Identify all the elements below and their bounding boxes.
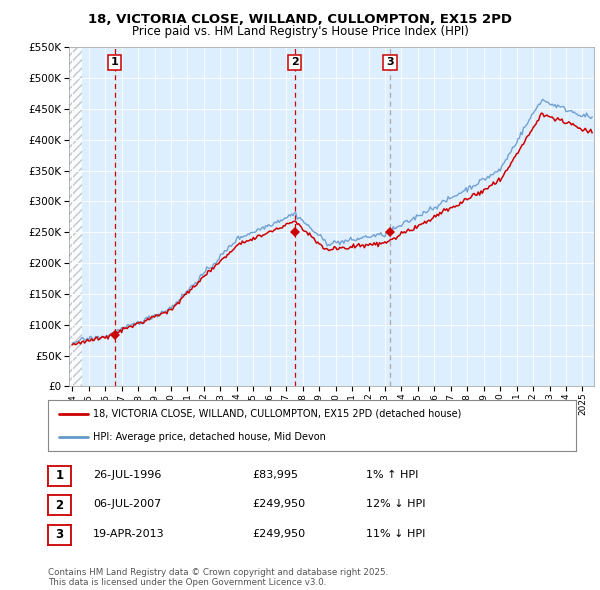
- Text: 2: 2: [291, 57, 299, 67]
- Text: 18, VICTORIA CLOSE, WILLAND, CULLOMPTON, EX15 2PD (detached house): 18, VICTORIA CLOSE, WILLAND, CULLOMPTON,…: [93, 409, 461, 419]
- Text: 11% ↓ HPI: 11% ↓ HPI: [366, 529, 425, 539]
- Text: 19-APR-2013: 19-APR-2013: [93, 529, 164, 539]
- Text: 3: 3: [386, 57, 394, 67]
- Text: 1% ↑ HPI: 1% ↑ HPI: [366, 470, 418, 480]
- Text: 06-JUL-2007: 06-JUL-2007: [93, 500, 161, 509]
- Text: 1: 1: [111, 57, 118, 67]
- Text: £83,995: £83,995: [252, 470, 298, 480]
- Text: 3: 3: [55, 528, 64, 541]
- Text: 2: 2: [55, 499, 64, 512]
- Text: HPI: Average price, detached house, Mid Devon: HPI: Average price, detached house, Mid …: [93, 432, 326, 442]
- Text: 26-JUL-1996: 26-JUL-1996: [93, 470, 161, 480]
- Text: £249,950: £249,950: [252, 500, 305, 509]
- Text: Price paid vs. HM Land Registry's House Price Index (HPI): Price paid vs. HM Land Registry's House …: [131, 25, 469, 38]
- Text: 1: 1: [55, 469, 64, 482]
- Text: 12% ↓ HPI: 12% ↓ HPI: [366, 500, 425, 509]
- Text: £249,950: £249,950: [252, 529, 305, 539]
- Text: 18, VICTORIA CLOSE, WILLAND, CULLOMPTON, EX15 2PD: 18, VICTORIA CLOSE, WILLAND, CULLOMPTON,…: [88, 13, 512, 26]
- Text: Contains HM Land Registry data © Crown copyright and database right 2025.
This d: Contains HM Land Registry data © Crown c…: [48, 568, 388, 587]
